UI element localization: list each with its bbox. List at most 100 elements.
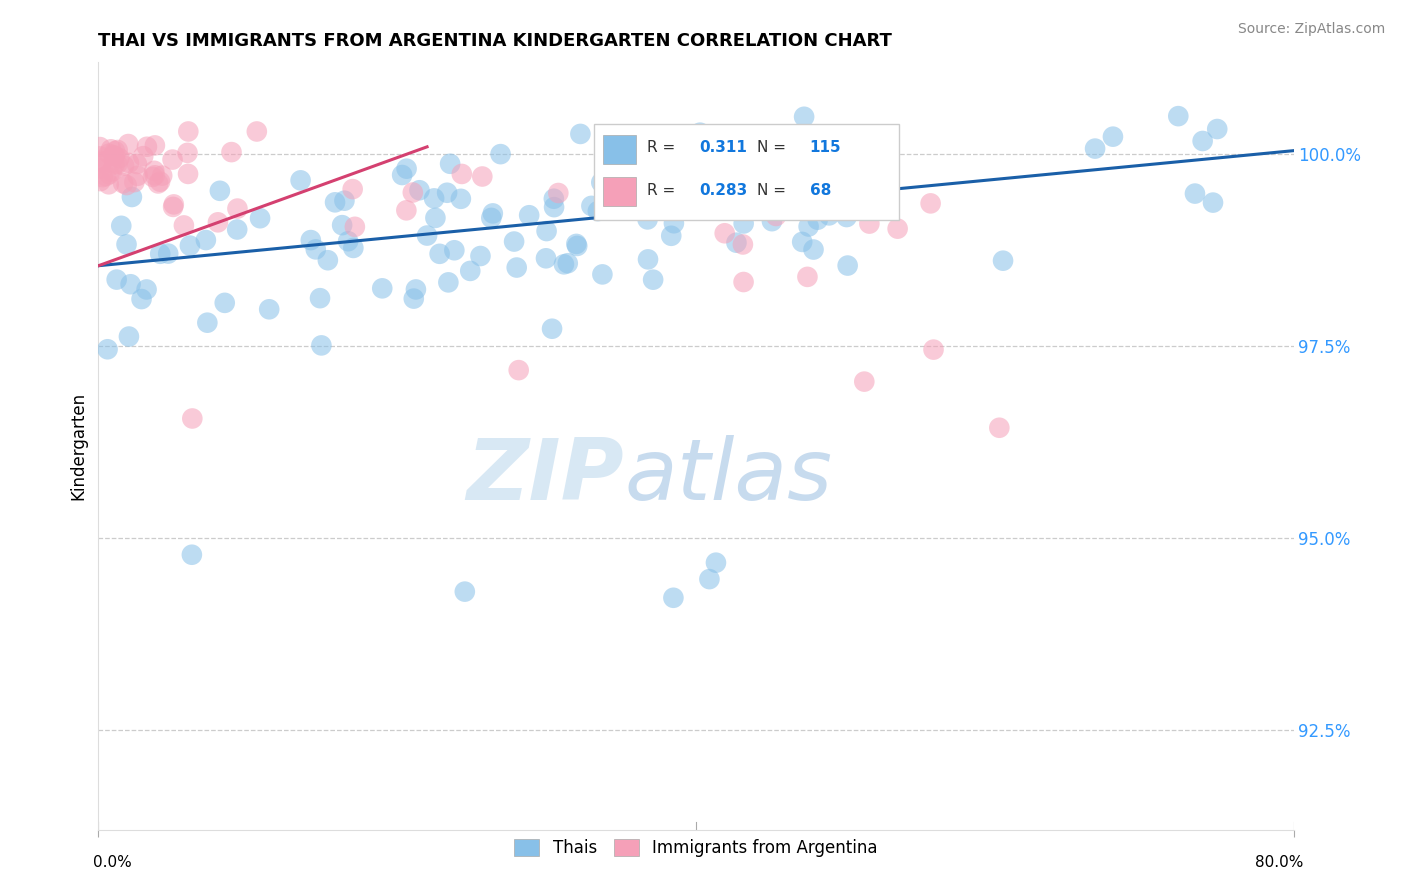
Point xyxy=(853,375,876,389)
Point xyxy=(143,163,166,178)
Point xyxy=(342,182,364,196)
Point xyxy=(309,291,332,305)
Point xyxy=(100,142,122,156)
Point xyxy=(395,161,418,176)
Text: 0.283: 0.283 xyxy=(700,183,748,198)
Point xyxy=(793,128,815,142)
Point xyxy=(699,572,721,586)
FancyBboxPatch shape xyxy=(603,136,637,164)
Point xyxy=(506,260,529,275)
Point xyxy=(922,343,945,357)
Point xyxy=(756,145,779,159)
Point xyxy=(704,556,727,570)
Point xyxy=(1191,134,1213,148)
Point xyxy=(112,159,135,173)
Point xyxy=(103,158,125,172)
Point xyxy=(89,161,111,176)
Point xyxy=(391,168,413,182)
Point xyxy=(591,268,613,282)
Point xyxy=(752,189,775,203)
Point xyxy=(733,275,755,289)
Point xyxy=(316,253,339,268)
Point xyxy=(470,249,492,263)
Point xyxy=(591,176,613,190)
Point xyxy=(408,183,430,197)
Text: ZIP: ZIP xyxy=(467,435,624,518)
Point xyxy=(988,421,1011,435)
Point xyxy=(662,216,685,230)
Point xyxy=(97,343,120,357)
Point xyxy=(98,167,121,181)
Point xyxy=(689,126,711,140)
Point xyxy=(991,253,1014,268)
Point xyxy=(479,211,502,225)
Point xyxy=(257,302,280,317)
Text: 0.311: 0.311 xyxy=(700,140,748,155)
Point xyxy=(207,215,229,229)
Point xyxy=(437,276,460,290)
Point xyxy=(565,236,588,251)
Point xyxy=(103,148,125,162)
Point xyxy=(89,174,111,188)
Point xyxy=(792,235,814,249)
Point xyxy=(567,239,589,253)
Point xyxy=(104,144,127,158)
Point xyxy=(342,241,364,255)
Point xyxy=(177,167,200,181)
Point xyxy=(91,155,114,169)
Point xyxy=(614,203,637,218)
Point xyxy=(143,138,166,153)
Point xyxy=(299,233,322,247)
Point xyxy=(429,247,451,261)
Point xyxy=(402,186,425,200)
Text: R =: R = xyxy=(647,183,681,198)
Point xyxy=(323,195,346,210)
Point xyxy=(450,167,472,181)
Text: N =: N = xyxy=(756,183,790,198)
Point xyxy=(569,127,592,141)
Point xyxy=(125,157,148,171)
Point xyxy=(818,208,841,222)
Legend: Thais, Immigrants from Argentina: Thais, Immigrants from Argentina xyxy=(508,832,884,863)
Point xyxy=(105,272,128,286)
Point xyxy=(886,221,908,235)
Point xyxy=(643,273,665,287)
Point xyxy=(835,210,858,224)
Point xyxy=(120,277,142,292)
Point xyxy=(101,164,124,178)
Point xyxy=(725,235,748,250)
Point xyxy=(489,147,512,161)
Point xyxy=(91,170,114,185)
Point xyxy=(1202,195,1225,210)
Point xyxy=(543,192,565,206)
Text: 68: 68 xyxy=(810,183,831,198)
FancyBboxPatch shape xyxy=(603,177,637,206)
Point xyxy=(581,199,603,213)
Point xyxy=(162,153,184,167)
Point xyxy=(775,197,797,211)
Point xyxy=(458,264,481,278)
Text: THAI VS IMMIGRANTS FROM ARGENTINA KINDERGARTEN CORRELATION CHART: THAI VS IMMIGRANTS FROM ARGENTINA KINDER… xyxy=(98,32,893,50)
Point xyxy=(208,184,231,198)
Point xyxy=(163,197,186,211)
Point xyxy=(104,149,127,163)
Point xyxy=(803,243,825,257)
Point xyxy=(482,206,505,220)
Point xyxy=(132,149,155,163)
Point xyxy=(796,269,818,284)
Point xyxy=(1206,122,1229,136)
Point xyxy=(177,124,200,138)
Point xyxy=(118,329,141,343)
Point xyxy=(214,296,236,310)
Point xyxy=(503,235,526,249)
Point xyxy=(173,219,195,233)
Point xyxy=(450,192,472,206)
Point xyxy=(436,186,458,200)
Point xyxy=(416,228,439,243)
Point xyxy=(124,175,146,189)
Point xyxy=(837,259,859,273)
Point xyxy=(333,194,356,208)
Point xyxy=(659,228,682,243)
Text: atlas: atlas xyxy=(624,435,832,518)
Point xyxy=(149,247,172,261)
